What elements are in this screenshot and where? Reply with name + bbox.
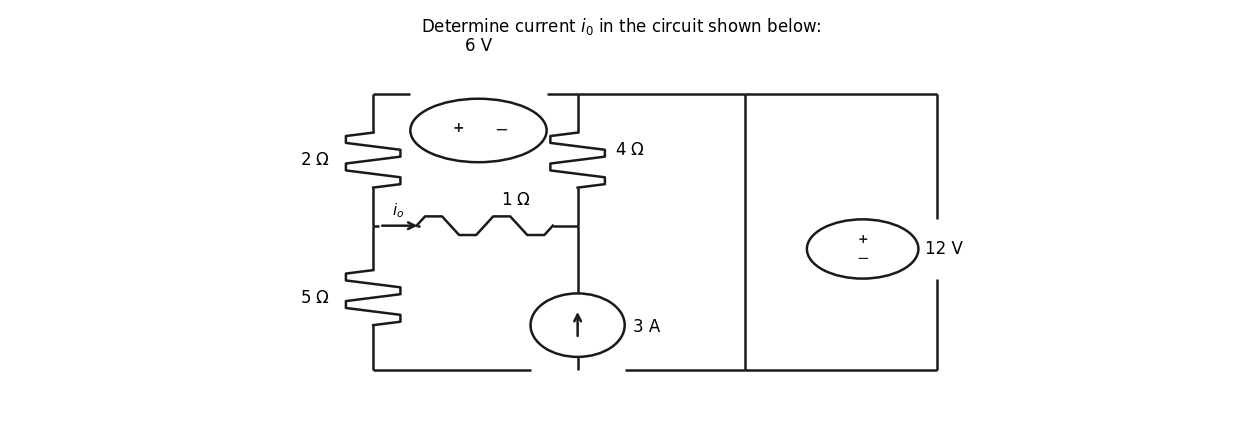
Text: $i_o$: $i_o$ xyxy=(392,201,404,220)
Text: −: − xyxy=(856,251,869,266)
Text: 1 $\Omega$: 1 $\Omega$ xyxy=(501,191,530,209)
Text: +: + xyxy=(453,121,465,135)
Text: +: + xyxy=(857,233,868,246)
Text: 2 $\Omega$: 2 $\Omega$ xyxy=(299,151,330,169)
Text: 4 $\Omega$: 4 $\Omega$ xyxy=(615,141,645,158)
Text: 3 A: 3 A xyxy=(633,318,661,336)
Text: 6 V: 6 V xyxy=(465,37,492,55)
Text: −: − xyxy=(494,120,508,138)
Text: Determine current $i_0$ in the circuit shown below:: Determine current $i_0$ in the circuit s… xyxy=(421,16,821,37)
Text: 5 $\Omega$: 5 $\Omega$ xyxy=(299,289,330,307)
Text: 12 V: 12 V xyxy=(924,240,963,258)
